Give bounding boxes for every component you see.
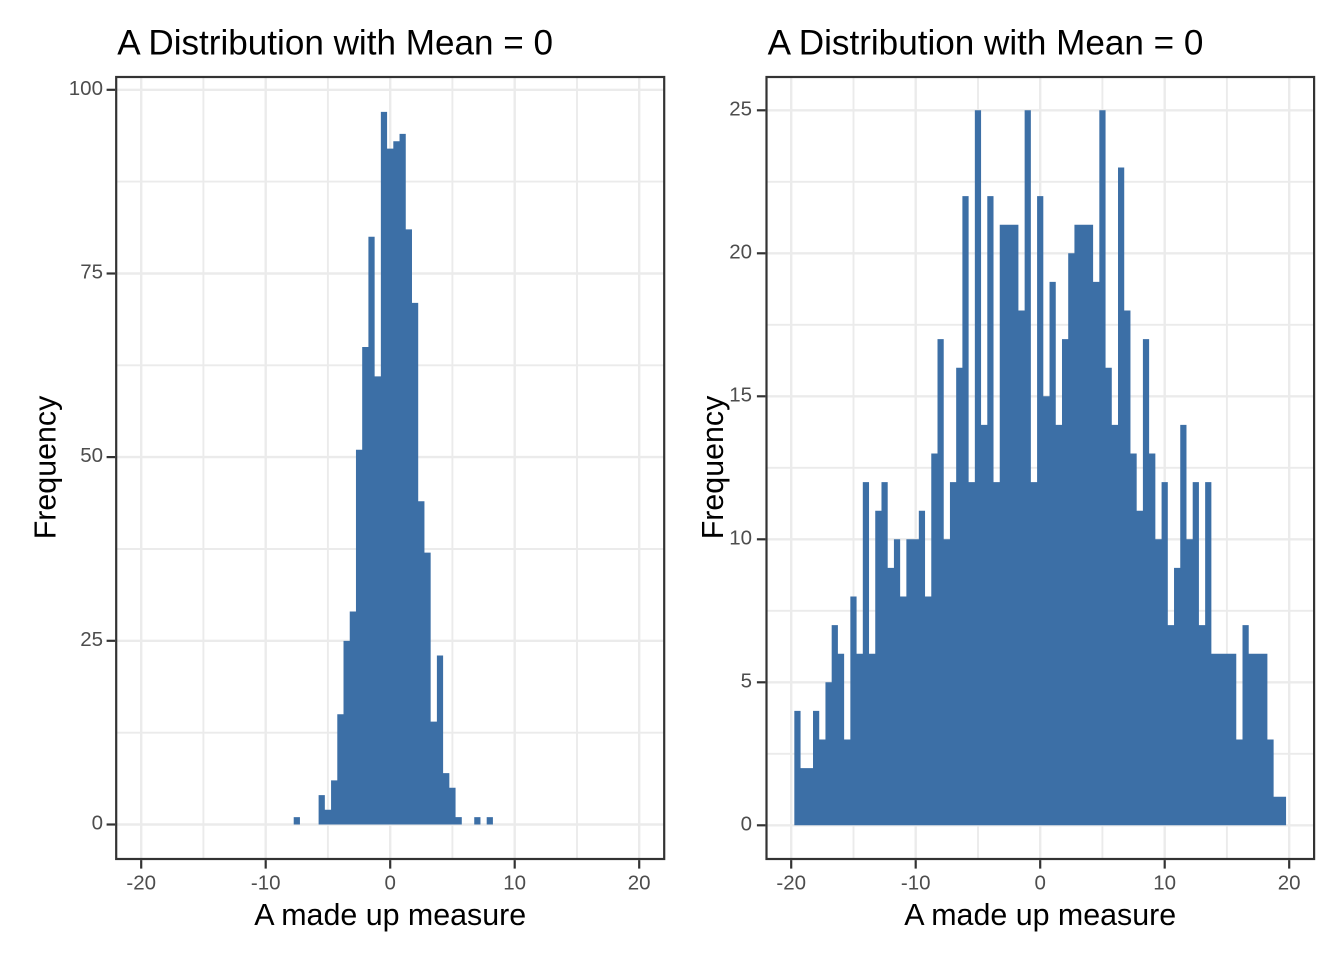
svg-text:Frequency: Frequency: [696, 395, 730, 539]
svg-text:0: 0: [92, 812, 103, 835]
svg-text:10: 10: [729, 526, 752, 549]
svg-text:15: 15: [729, 383, 752, 406]
svg-text:0: 0: [741, 812, 752, 835]
svg-text:20: 20: [1278, 872, 1301, 895]
svg-text:25: 25: [80, 628, 103, 651]
svg-text:10: 10: [1153, 872, 1176, 895]
svg-text:A Distribution with Mean = 0: A Distribution with Mean = 0: [117, 24, 553, 63]
svg-text:0: 0: [1034, 872, 1045, 895]
svg-text:5: 5: [741, 669, 752, 692]
svg-text:50: 50: [80, 444, 103, 467]
svg-text:100: 100: [69, 77, 103, 100]
svg-text:75: 75: [80, 261, 103, 284]
svg-text:20: 20: [729, 240, 752, 263]
svg-text:-10: -10: [251, 872, 281, 895]
svg-text:Frequency: Frequency: [29, 395, 63, 539]
svg-text:25: 25: [729, 97, 752, 120]
svg-text:-10: -10: [901, 872, 931, 895]
svg-text:-20: -20: [776, 872, 806, 895]
svg-text:10: 10: [503, 872, 526, 895]
svg-text:A made up measure: A made up measure: [254, 898, 526, 932]
svg-text:20: 20: [628, 872, 651, 895]
svg-text:A made up measure: A made up measure: [904, 898, 1176, 932]
svg-text:0: 0: [384, 872, 395, 895]
svg-text:A Distribution with Mean = 0: A Distribution with Mean = 0: [768, 24, 1204, 63]
svg-text:-20: -20: [126, 872, 156, 895]
